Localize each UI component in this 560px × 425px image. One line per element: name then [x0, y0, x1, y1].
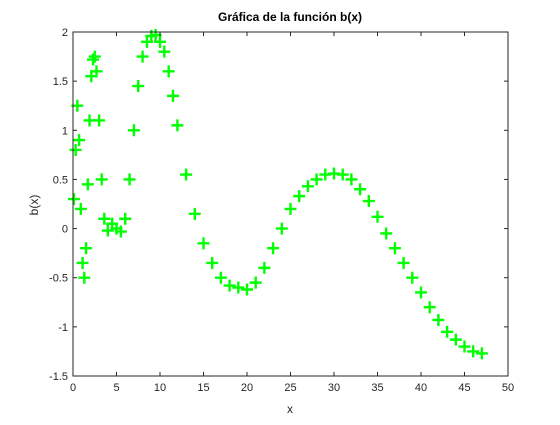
y-axis-label: b(x) [27, 195, 41, 216]
y-tick-label: 1.5 [53, 76, 68, 88]
x-tick-label: 10 [154, 382, 166, 394]
data-point [206, 256, 219, 269]
y-tick-label: -1.5 [49, 371, 68, 383]
x-tick-label: 50 [502, 382, 514, 394]
data-point [293, 190, 306, 203]
data-point [93, 114, 106, 127]
data-point [74, 202, 87, 215]
x-tick-label: 35 [371, 382, 383, 394]
y-axis-ticks: -1.5 -1 -0.5 0 0.5 1 1.5 2 [49, 27, 508, 383]
data-point [73, 134, 86, 147]
data-point [88, 50, 101, 63]
data-point [188, 207, 201, 220]
x-tick-label: 45 [458, 382, 470, 394]
data-point [127, 124, 140, 137]
data-point [241, 283, 253, 296]
data-point [158, 45, 171, 58]
data-point [397, 256, 410, 269]
data-point [80, 242, 93, 255]
y-tick-label: 0.5 [53, 174, 68, 186]
x-axis-ticks: 0 5 10 15 20 25 30 35 40 45 50 [70, 32, 514, 394]
data-point [101, 224, 114, 237]
data-point [458, 340, 471, 353]
data-point [197, 237, 210, 250]
x-tick-label: 0 [70, 382, 76, 394]
data-point [275, 222, 288, 235]
data-point [301, 180, 314, 193]
data-markers [67, 28, 488, 360]
data-point [167, 89, 180, 102]
y-tick-label: -1 [58, 322, 68, 334]
data-point [336, 168, 349, 181]
x-tick-label: 20 [241, 382, 253, 394]
data-point [154, 35, 166, 48]
x-tick-label: 30 [328, 382, 340, 394]
y-tick-label: -0.5 [49, 273, 68, 285]
data-point [467, 345, 480, 358]
data-point [162, 65, 175, 78]
data-point [87, 53, 100, 66]
data-point [180, 168, 193, 181]
x-axis-label: x [287, 402, 293, 416]
data-point [441, 325, 454, 338]
data-point [258, 261, 271, 274]
data-point [136, 50, 149, 63]
data-point [78, 271, 91, 284]
data-point [380, 227, 393, 240]
chart-title: Gráfica de la función b(x) [218, 10, 362, 24]
data-point [123, 173, 136, 186]
data-point [406, 271, 419, 284]
data-point [132, 80, 145, 93]
data-point [95, 173, 108, 186]
data-point [81, 178, 94, 191]
data-point [371, 210, 384, 223]
data-point [114, 225, 127, 238]
data-point [232, 281, 245, 294]
data-point [98, 212, 111, 225]
data-point [214, 271, 227, 284]
data-point [354, 183, 367, 196]
data-point [310, 173, 323, 186]
x-tick-label: 25 [284, 382, 296, 394]
data-point [362, 195, 375, 208]
data-point [449, 333, 462, 346]
x-tick-label: 40 [415, 382, 427, 394]
y-tick-label: 1 [62, 125, 68, 137]
data-point [223, 279, 236, 292]
data-point [76, 256, 89, 269]
x-tick-label: 5 [113, 382, 119, 394]
data-point [475, 347, 488, 360]
data-point [388, 242, 401, 255]
data-point [119, 212, 132, 225]
x-tick-label: 15 [197, 382, 209, 394]
data-point [415, 286, 427, 299]
data-point [432, 313, 445, 326]
data-point [345, 173, 358, 186]
data-point [90, 65, 103, 78]
data-point [423, 301, 436, 314]
y-tick-label: 0 [62, 224, 68, 236]
data-point [69, 143, 82, 156]
y-tick-label: 2 [62, 27, 68, 39]
data-point [267, 242, 280, 255]
data-point [171, 119, 184, 132]
data-point [67, 193, 80, 206]
data-point [284, 202, 297, 215]
data-point [249, 276, 262, 289]
